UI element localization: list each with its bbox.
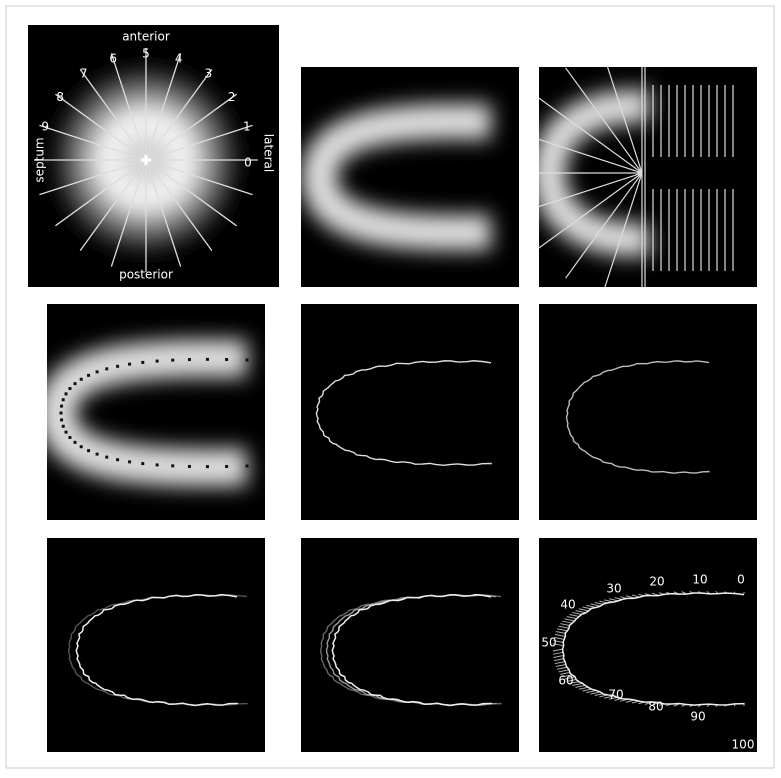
contour-dot bbox=[62, 398, 65, 401]
sector-label: 0 bbox=[244, 156, 252, 170]
orientation-label: anterior bbox=[122, 30, 170, 44]
profile-label: 50 bbox=[541, 636, 556, 650]
contour-dot bbox=[128, 460, 131, 463]
contour-dot bbox=[96, 370, 99, 373]
contour-dot bbox=[80, 445, 83, 448]
panel-background bbox=[539, 538, 757, 752]
contour-dot bbox=[68, 436, 71, 439]
image-panel: 0 10 20 30 40 50 60 70 80 90 100 bbox=[539, 538, 757, 752]
contour-dot bbox=[65, 431, 68, 434]
panel-background bbox=[301, 304, 519, 520]
profile-label: 20 bbox=[649, 575, 664, 589]
profile-label: 80 bbox=[648, 700, 663, 714]
contour-dot bbox=[128, 363, 131, 366]
contour-dot bbox=[62, 425, 65, 428]
image-panel bbox=[47, 538, 265, 752]
contour-dot bbox=[60, 412, 63, 415]
contour-dot bbox=[156, 463, 159, 466]
contour-dot bbox=[246, 465, 249, 468]
figure: 0 1 2 3 4 5 6 7 8 9 anterior posterior septum lateral… bbox=[0, 0, 781, 774]
profile-label: 40 bbox=[560, 598, 575, 612]
image-panel bbox=[301, 67, 519, 287]
orientation-label: lateral bbox=[262, 134, 276, 172]
contour-dot bbox=[156, 360, 159, 363]
contour-dot bbox=[68, 387, 71, 390]
panel-background bbox=[47, 304, 265, 520]
contour-dot bbox=[225, 465, 228, 468]
image-panel bbox=[301, 304, 519, 520]
sector-label: 8 bbox=[56, 90, 64, 104]
sector-label: 3 bbox=[204, 67, 212, 81]
contour-dot bbox=[60, 418, 63, 421]
contour-dot bbox=[206, 358, 209, 361]
profile-label: 30 bbox=[606, 582, 621, 596]
sector-label: 5 bbox=[142, 47, 150, 61]
profile-label: 70 bbox=[608, 688, 623, 702]
profile-label: 90 bbox=[690, 710, 705, 724]
orientation-label: septum bbox=[33, 137, 47, 182]
panel-background bbox=[47, 538, 265, 752]
contour-dot bbox=[60, 405, 63, 408]
contour-dot bbox=[87, 374, 90, 377]
sector-label: 6 bbox=[109, 52, 117, 66]
profile-label: 60 bbox=[558, 674, 573, 688]
contour-dot bbox=[105, 367, 108, 370]
contour-dot bbox=[141, 462, 144, 465]
contour-dot bbox=[65, 392, 68, 395]
page: 0 1 2 3 4 5 6 7 8 9 anterior posterior septum lateral… bbox=[0, 0, 781, 778]
contour-dot bbox=[206, 465, 209, 468]
contour-dot bbox=[141, 361, 144, 364]
sector-label: 9 bbox=[41, 120, 49, 134]
profile-label: 0 bbox=[737, 573, 745, 587]
contour-dot bbox=[188, 358, 191, 361]
contour-dot bbox=[171, 464, 174, 467]
contour-dot bbox=[116, 458, 119, 461]
sector-label: 1 bbox=[243, 120, 251, 134]
sector-label: 2 bbox=[228, 90, 236, 104]
image-panel bbox=[512, 43, 757, 303]
image-panel: 0 1 2 3 4 5 6 7 8 9 anterior posterior septum lateral bbox=[28, 25, 279, 287]
sector-label: 7 bbox=[80, 67, 88, 81]
panel-background bbox=[539, 304, 757, 520]
orientation-label: posterior bbox=[119, 268, 173, 282]
contour-dot bbox=[74, 382, 77, 385]
profile-label: 100 bbox=[732, 738, 755, 752]
panels: 0 1 2 3 4 5 6 7 8 9 anterior posterior septum lateral… bbox=[28, 25, 757, 752]
image-panel bbox=[539, 304, 757, 520]
contour-dot bbox=[116, 365, 119, 368]
contour-dot bbox=[225, 358, 228, 361]
image-panel bbox=[301, 538, 519, 752]
contour-dot bbox=[188, 465, 191, 468]
contour-dot bbox=[171, 359, 174, 362]
contour-dot bbox=[80, 378, 83, 381]
sector-label: 4 bbox=[175, 52, 183, 66]
contour-dot bbox=[246, 359, 249, 362]
image-panel bbox=[47, 304, 265, 520]
contour-dot bbox=[87, 449, 90, 452]
contour-dot bbox=[96, 453, 99, 456]
contour-dot bbox=[74, 441, 77, 444]
profile-label: 10 bbox=[692, 573, 707, 587]
contour-dot bbox=[105, 456, 108, 459]
